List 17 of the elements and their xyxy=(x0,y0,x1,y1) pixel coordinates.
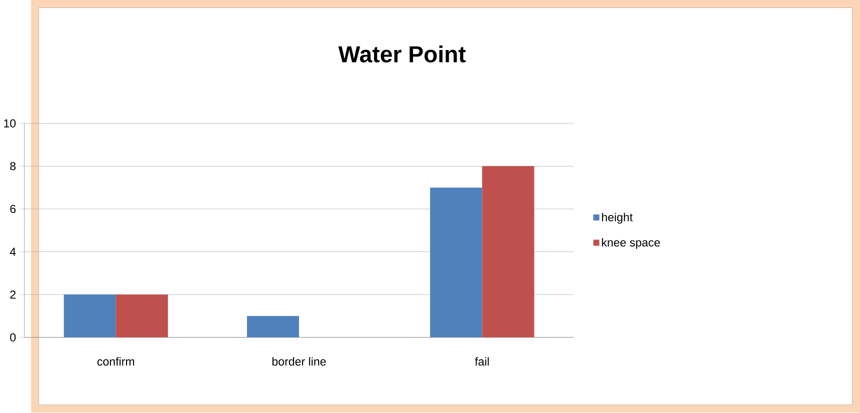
chart-title: Water Point xyxy=(338,46,466,63)
bar xyxy=(482,166,534,338)
bar xyxy=(116,294,168,338)
x-tick-label: confirm xyxy=(97,357,134,366)
y-tick-label: 4 xyxy=(10,248,16,256)
legend-label: height xyxy=(602,213,633,224)
x-tick-label: fail xyxy=(474,357,489,366)
y-tick-label: 10 xyxy=(4,120,16,128)
y-tick-label: 8 xyxy=(10,162,16,170)
y-tick-label: 2 xyxy=(10,290,16,299)
bar xyxy=(246,316,300,338)
bar xyxy=(430,188,482,338)
legend-label: knee space xyxy=(602,238,660,250)
x-tick-label: border line xyxy=(272,357,326,366)
y-tick-label: 0 xyxy=(10,333,16,342)
y-tick-label: 6 xyxy=(10,205,16,214)
bar xyxy=(64,294,116,338)
